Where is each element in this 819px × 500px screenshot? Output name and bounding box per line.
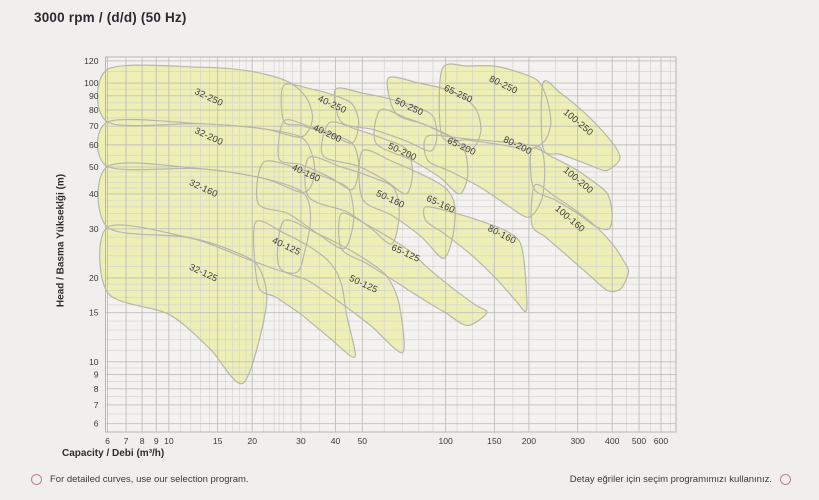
footer-right-note: Detay eğriler için seçim programımızı ku… — [569, 474, 772, 485]
y-tick-label: 9 — [94, 370, 99, 380]
x-tick-label: 7 — [124, 436, 129, 446]
bullet-circle-icon — [31, 474, 42, 485]
x-tick-label: 20 — [247, 436, 257, 446]
y-tick-label: 20 — [89, 273, 99, 283]
x-tick-label: 100 — [438, 436, 453, 446]
footer-right: Detay eğriler için seçim programımızı ku… — [570, 474, 791, 485]
plot-border — [105, 56, 677, 433]
footer-left: For detailed curves, use our selection p… — [31, 474, 249, 485]
x-tick-label: 9 — [154, 436, 159, 446]
pump-region-border-100-160 — [530, 183, 630, 293]
x-tick-label: 8 — [140, 436, 145, 446]
y-tick-label: 70 — [89, 121, 99, 131]
pump-region-80-160 — [423, 206, 527, 312]
pump-region-border-50-160 — [304, 156, 400, 245]
pump-region-border-32-160 — [97, 162, 312, 274]
pump-region-100-250 — [541, 80, 621, 171]
pump-region-100-200 — [530, 147, 613, 230]
y-tick-label: 50 — [89, 162, 99, 172]
pump-region-32-125 — [99, 225, 267, 384]
pump-region-border-40-160 — [256, 160, 355, 250]
pump-region-border-32-200 — [96, 118, 316, 194]
x-tick-label: 300 — [570, 436, 585, 446]
y-tick-label: 60 — [89, 140, 99, 150]
pump-region-80-250 — [439, 63, 551, 150]
pump-region-border-80-250 — [438, 63, 552, 150]
y-tick-label: 6 — [94, 419, 99, 429]
pump-region-border-40-125 — [253, 220, 356, 358]
pump-region-border-100-200 — [529, 147, 613, 231]
y-tick-label: 30 — [89, 224, 99, 234]
y-tick-label: 40 — [89, 189, 99, 199]
pump-region-border-40-200 — [277, 119, 360, 191]
pump-region-border-50-250 — [333, 87, 438, 152]
x-tick-label: 500 — [632, 436, 647, 446]
pump-region-border-80-200 — [423, 134, 546, 218]
x-tick-label: 10 — [164, 436, 174, 446]
y-tick-label: 10 — [89, 357, 99, 367]
x-tick-label: 400 — [605, 436, 620, 446]
pump-region-border-50-125 — [276, 219, 405, 354]
pump-region-border-100-250 — [540, 80, 621, 172]
x-axis-title: Capacity / Debi (m³/h) — [62, 448, 165, 459]
x-tick-label: 150 — [487, 436, 502, 446]
x-tick-label: 6 — [105, 436, 110, 446]
y-tick-label: 8 — [94, 384, 99, 394]
footer-left-note: For detailed curves, use our selection p… — [50, 474, 249, 485]
bullet-circle-icon — [780, 474, 791, 485]
pump-region-border-65-200 — [373, 108, 469, 195]
x-tick-label: 50 — [358, 436, 368, 446]
x-tick-label: 200 — [522, 436, 537, 446]
x-tick-label: 30 — [296, 436, 306, 446]
y-tick-label: 7 — [94, 400, 99, 410]
pump-region-border-65-125 — [338, 212, 488, 327]
pump-region-border-50-200 — [320, 121, 414, 195]
y-tick-label: 100 — [84, 78, 99, 88]
pump-region-50-125 — [277, 219, 405, 353]
pump-region-border-65-160 — [358, 149, 456, 259]
x-tick-label: 600 — [654, 436, 669, 446]
pump-region-border-32-125 — [99, 224, 268, 385]
y-tick-label: 120 — [84, 56, 99, 66]
x-tick-label: 15 — [213, 436, 223, 446]
pump-region-65-200 — [374, 109, 468, 194]
page-title: 3000 rpm / (d/d) (50 Hz) — [34, 10, 187, 25]
pump-region-border-80-160 — [422, 206, 528, 313]
pump-region-border-32-250 — [97, 64, 314, 138]
x-tick-label: 40 — [331, 436, 341, 446]
y-axis-title: Head / Basma Yükseklği (m) — [55, 173, 67, 308]
y-tick-label: 80 — [89, 105, 99, 115]
y-tick-label: 90 — [89, 91, 99, 101]
y-tick-label: 15 — [89, 308, 99, 318]
pump-region-border-40-250 — [280, 83, 360, 144]
